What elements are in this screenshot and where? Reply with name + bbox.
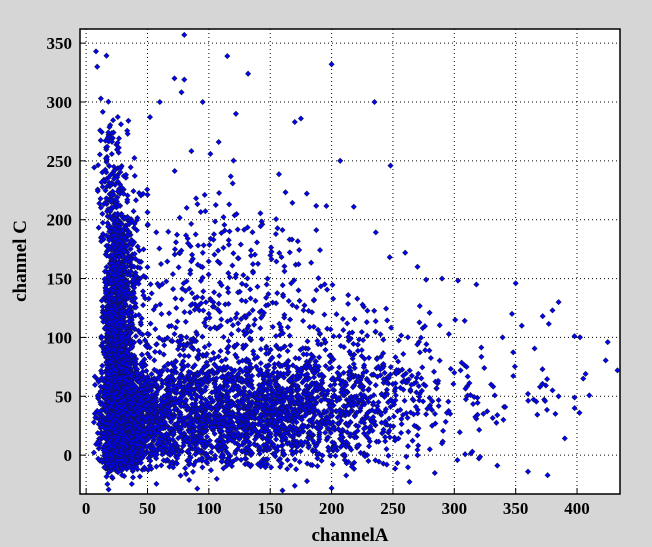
points-layer [90, 31, 621, 494]
scatter-point [90, 449, 97, 456]
scatter-point [98, 297, 105, 304]
scatter-point [99, 303, 106, 310]
scatter-point [153, 480, 160, 487]
scatter-point [99, 362, 106, 369]
scatter-point [144, 264, 151, 271]
scatter-point [91, 381, 99, 388]
scatter-point [108, 473, 115, 480]
scatter-point [111, 351, 118, 358]
scatter-point [98, 374, 105, 381]
scatter-point [141, 337, 149, 344]
scatter-point [105, 469, 112, 477]
scatter-point [102, 324, 109, 331]
scatter-point [105, 486, 112, 493]
scatter-point [129, 474, 137, 481]
scatter-point [104, 481, 111, 488]
scatter-point [99, 342, 106, 349]
